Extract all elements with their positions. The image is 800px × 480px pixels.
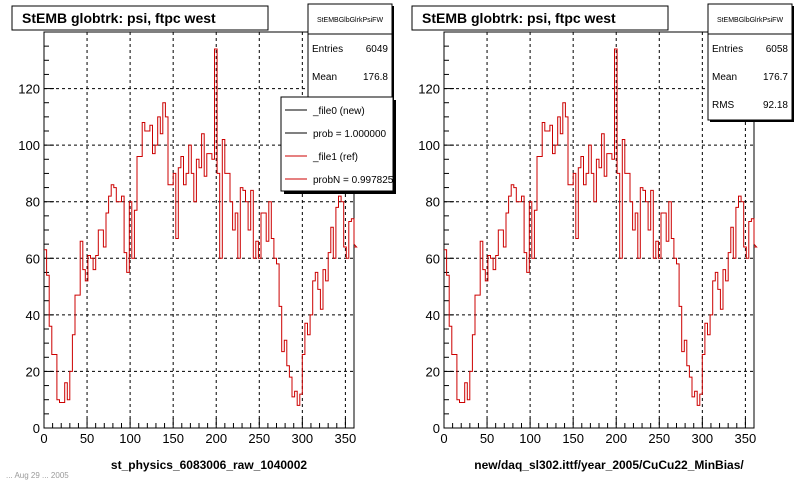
chart-title: StEMB globtrk: psi, ftpc west <box>422 10 616 26</box>
y-tick-label: 100 <box>418 138 440 153</box>
x-tick-label: 50 <box>480 431 494 446</box>
right-histogram-pad: 0 50 100 150 200 250 300 350 0 20 40 60 80 100 120 StEM… <box>400 0 800 480</box>
x-axis-label: st_physics_6083006_raw_1040002 <box>111 458 307 472</box>
y-tick-label: 60 <box>26 251 40 266</box>
y-tick-label: 20 <box>26 364 40 379</box>
y-tick-label: 80 <box>426 195 440 210</box>
histogram-series <box>44 48 358 406</box>
x-tick-label: 300 <box>291 431 313 446</box>
x-tick-label: 250 <box>648 431 670 446</box>
x-axis-label: new/daq_sl302.ittf/year_2005/CuCu22_MinB… <box>474 458 744 472</box>
x-tick-label: 0 <box>440 431 447 446</box>
y-tick-label: 60 <box>426 251 440 266</box>
stats-value: 176.8 <box>363 72 388 83</box>
right-histogram: 0 50 100 150 200 250 300 350 0 20 40 60 80 100 120 StEM… <box>411 3 794 472</box>
stats-header: StEMBGlbGlrkPsiFW <box>317 17 384 24</box>
stats-label: Mean <box>312 72 337 83</box>
title-box <box>411 5 669 31</box>
y-tick-label: 0 <box>33 421 40 436</box>
left-histogram: 0 50 100 150 200 250 300 350 0 20 40 60 80 100 120 StEM… <box>6 3 396 480</box>
legend-box <box>280 96 394 192</box>
stats-value: 6049 <box>366 44 389 55</box>
x-tick-label: 200 <box>605 431 627 446</box>
stats-label: Entries <box>312 44 343 55</box>
x-tick-label: 150 <box>162 431 184 446</box>
stats-label: RMS <box>712 100 735 111</box>
x-tick-label: 300 <box>691 431 713 446</box>
x-tick-label: 50 <box>80 431 94 446</box>
legend-entry: _file1 (ref) <box>312 152 358 163</box>
legend-entry: probN = 0.997825 <box>313 175 394 186</box>
x-tick-label: 200 <box>205 431 227 446</box>
footer-fragment: ... Aug 29 ... 2005 <box>6 471 69 480</box>
y-tick-label: 40 <box>426 308 440 323</box>
legend-entry: prob = 1.000000 <box>313 129 387 140</box>
x-tick-label: 350 <box>335 431 357 446</box>
legend-entry: _file0 (new) <box>312 106 365 117</box>
stats-label: Entries <box>712 44 743 55</box>
stats-value: 92.18 <box>763 100 788 111</box>
stats-box <box>707 3 793 121</box>
y-tick-label: 40 <box>26 308 40 323</box>
left-histogram-pad: 0 50 100 150 200 250 300 350 0 20 40 60 80 100 120 StEM… <box>6 3 396 480</box>
x-tick-label: 150 <box>562 431 584 446</box>
x-tick-label: 250 <box>248 431 270 446</box>
stats-label: Mean <box>712 72 737 83</box>
y-tick-label: 120 <box>18 82 40 97</box>
chart-title: StEMB globtrk: psi, ftpc west <box>22 10 216 26</box>
x-tick-label: 0 <box>40 431 47 446</box>
x-tick-label: 100 <box>119 431 141 446</box>
stats-value: 176.7 <box>763 72 788 83</box>
y-tick-label: 80 <box>26 195 40 210</box>
y-tick-label: 100 <box>18 138 40 153</box>
stats-value: 6058 <box>766 44 789 55</box>
x-tick-label: 100 <box>519 431 541 446</box>
y-tick-label: 0 <box>433 421 440 436</box>
y-tick-label: 120 <box>418 82 440 97</box>
x-tick-label: 350 <box>735 431 757 446</box>
histogram-series <box>444 48 758 406</box>
y-tick-label: 20 <box>426 364 440 379</box>
title-box <box>11 5 269 31</box>
stats-header: StEMBGlbGlrkPsiFW <box>717 17 784 24</box>
